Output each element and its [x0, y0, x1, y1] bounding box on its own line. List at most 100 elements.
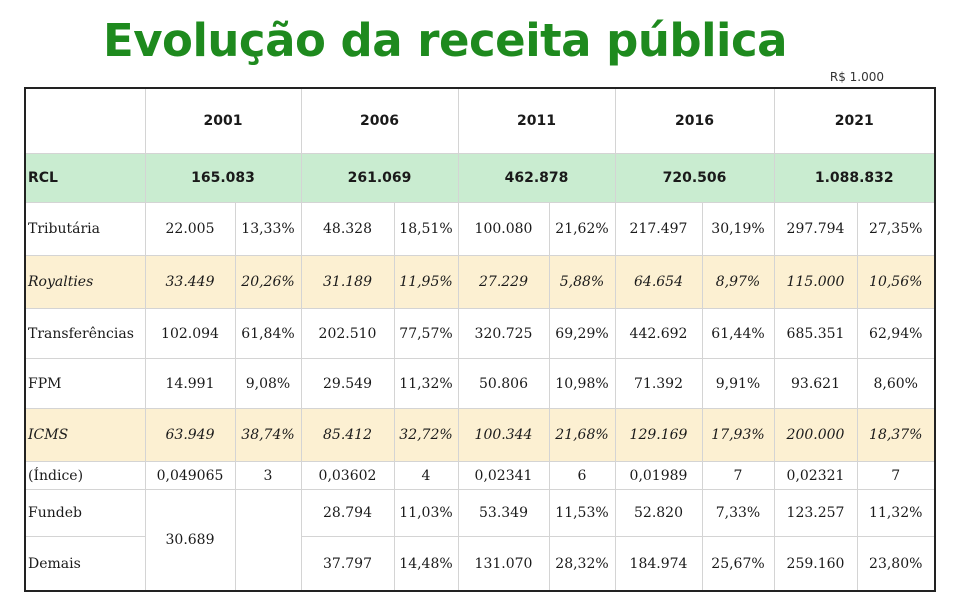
page-title: Evolução da receita pública: [102, 14, 788, 67]
table-cell: 14.991: [144, 358, 236, 409]
table-cell: 217.497: [614, 202, 703, 256]
table-cell: 6: [548, 461, 616, 490]
table-cell: 64.654: [614, 255, 703, 309]
table-cell: 11,32%: [393, 358, 459, 409]
table-cell: 28.794: [300, 489, 395, 537]
unit-label: R$ 1.000: [829, 70, 884, 84]
header-row: 2001 2006 2011 2016 2021: [24, 87, 936, 154]
table-cell: 7: [701, 461, 775, 490]
rcl-value: 720.506: [614, 153, 775, 203]
row-label: ICMS: [24, 408, 146, 462]
table-cell: 27.229: [457, 255, 550, 309]
table-row: ICMS 63.949 38,74% 85.412 32,72% 100.344 21,68…: [24, 408, 936, 462]
row-label: RCL: [24, 153, 146, 203]
table-cell: 33.449: [144, 255, 236, 309]
table-cell: 69,29%: [548, 308, 616, 359]
row-label: (Índice): [24, 461, 146, 490]
table-cell: 48.328: [300, 202, 395, 256]
table-cell: 50.806: [457, 358, 550, 409]
table-cell: 31.189: [300, 255, 395, 309]
table-cell: 184.974: [614, 536, 703, 592]
merged-blank: [234, 489, 302, 592]
table-cell: 5,88%: [548, 255, 616, 309]
table-row: (Índice) 0,049065 3 0,03602 4 0,02341 6 0,01989…: [24, 461, 936, 490]
table-cell: 85.412: [300, 408, 395, 462]
row-label: Demais: [24, 536, 146, 592]
table-cell: 23,80%: [856, 536, 936, 592]
table-cell: 21,68%: [548, 408, 616, 462]
row-label: Tributária: [24, 202, 146, 256]
table-cell: 4: [393, 461, 459, 490]
table-cell: 27,35%: [856, 202, 936, 256]
table-cell: 20,26%: [234, 255, 302, 309]
table-cell: 93.621: [773, 358, 858, 409]
table-cell: 11,32%: [856, 489, 936, 537]
table-cell: 442.692: [614, 308, 703, 359]
table-cell: 11,03%: [393, 489, 459, 537]
row-label: Fundeb: [24, 489, 146, 537]
year-header: 2021: [773, 87, 936, 154]
table-cell: 18,51%: [393, 202, 459, 256]
table-cell: 3: [234, 461, 302, 490]
table-cell: 259.160: [773, 536, 858, 592]
table-cell: 28,32%: [548, 536, 616, 592]
table-cell: 0,02321: [773, 461, 858, 490]
table-cell: 52.820: [614, 489, 703, 537]
table-cell: 18,37%: [856, 408, 936, 462]
table-cell: 61,44%: [701, 308, 775, 359]
table-cell: 7,33%: [701, 489, 775, 537]
table-cell: 123.257: [773, 489, 858, 537]
table-cell: 38,74%: [234, 408, 302, 462]
table-cell: 13,33%: [234, 202, 302, 256]
table-cell: 14,48%: [393, 536, 459, 592]
table-cell: 102.094: [144, 308, 236, 359]
table-cell: 77,57%: [393, 308, 459, 359]
table-row: Royalties 33.449 20,26% 31.189 11,95% 27.229 5…: [24, 255, 936, 309]
table-cell: 9,91%: [701, 358, 775, 409]
merged-value-2001: 30.689: [144, 489, 236, 592]
table-cell: 10,56%: [856, 255, 936, 309]
table-cell: 8,97%: [701, 255, 775, 309]
table-row-rcl: RCL 165.083 261.069 462.878 720.506 1.08…: [24, 153, 936, 203]
year-header: 2016: [614, 87, 775, 154]
table-cell: 29.549: [300, 358, 395, 409]
table-cell: 11,53%: [548, 489, 616, 537]
table-cell: 37.797: [300, 536, 395, 592]
table-cell: 25,67%: [701, 536, 775, 592]
row-label: FPM: [24, 358, 146, 409]
table-cell: 0,03602: [300, 461, 395, 490]
table-row-fundeb: Fundeb 30.689 28.794 11,03% 53.349 11,53…: [24, 489, 936, 592]
year-header: 2001: [144, 87, 302, 154]
year-header: 2011: [457, 87, 616, 154]
table-cell: 62,94%: [856, 308, 936, 359]
row-label: Royalties: [24, 255, 146, 309]
table-cell: 30,19%: [701, 202, 775, 256]
table-cell: 685.351: [773, 308, 858, 359]
table-cell: 8,60%: [856, 358, 936, 409]
table-cell: 7: [856, 461, 936, 490]
table-cell: 131.070: [457, 536, 550, 592]
table-cell: 129.169: [614, 408, 703, 462]
table-row-demais: Demais 37.797 14,48% 131.070 28,32% 184.…: [24, 536, 936, 592]
table-cell: 297.794: [773, 202, 858, 256]
table-row: Tributária 22.005 13,33% 48.328 18,51% 100.08…: [24, 202, 936, 256]
rcl-value: 165.083: [144, 153, 302, 203]
table-cell: 22.005: [144, 202, 236, 256]
table-cell: 32,72%: [393, 408, 459, 462]
table-cell: 0,049065: [144, 461, 236, 490]
year-header: 2006: [300, 87, 459, 154]
table-row: FPM 14.991 9,08% 29.549 11,32% 50.806 10,98% 71…: [24, 358, 936, 409]
rcl-value: 1.088.832: [773, 153, 936, 203]
table-cell: 0,01989: [614, 461, 703, 490]
rcl-value: 261.069: [300, 153, 459, 203]
table-cell: 100.080: [457, 202, 550, 256]
table-cell: 0,02341: [457, 461, 550, 490]
table-cell: 320.725: [457, 308, 550, 359]
table-cell: 71.392: [614, 358, 703, 409]
table-cell: 202.510: [300, 308, 395, 359]
table-cell: 63.949: [144, 408, 236, 462]
table-cell: 200.000: [773, 408, 858, 462]
rcl-value: 462.878: [457, 153, 616, 203]
row-label: Transferências: [24, 308, 146, 359]
header-blank: [24, 87, 146, 154]
